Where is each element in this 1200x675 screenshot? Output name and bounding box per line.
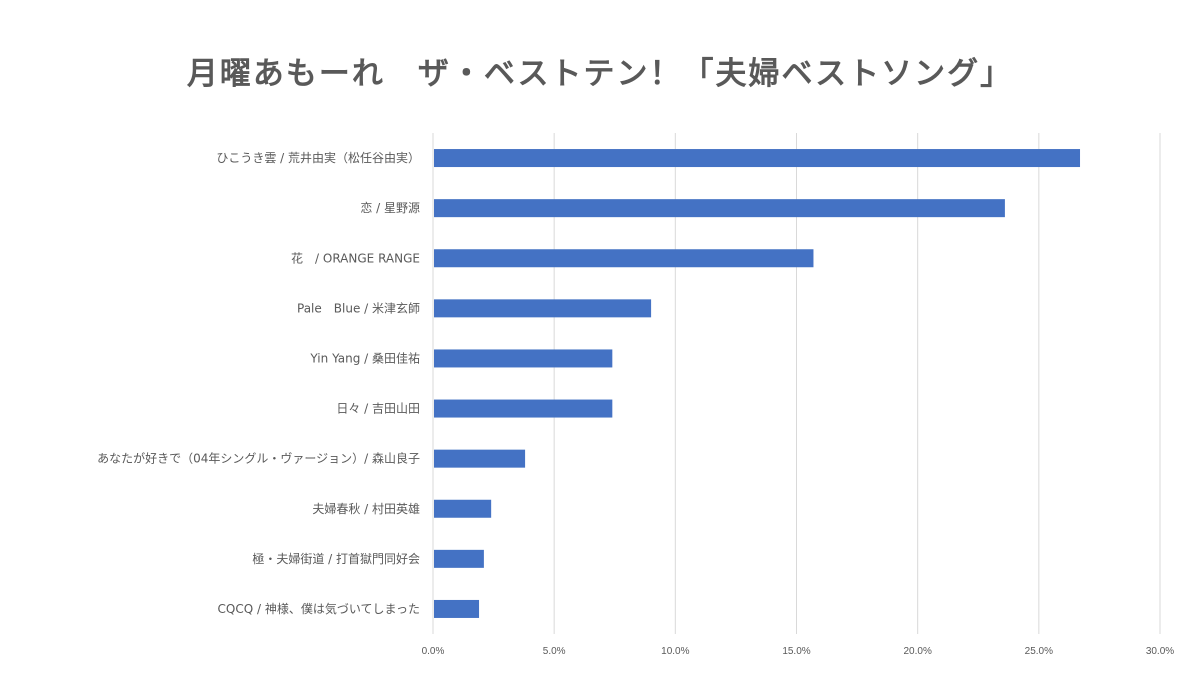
x-tick-label: 20.0% [903, 646, 931, 657]
bar [434, 299, 652, 318]
x-tick-label: 0.0% [422, 646, 445, 657]
bar [434, 549, 484, 568]
x-tick-label: 10.0% [661, 646, 689, 657]
category-label: 日々 / 吉田山田 [336, 402, 420, 416]
bar [434, 499, 492, 518]
category-label: 恋 / 星野源 [360, 200, 420, 215]
bar [434, 599, 480, 618]
category-label: 花 / ORANGE RANGE [291, 250, 420, 265]
bar [434, 199, 1005, 218]
x-tick-label: 25.0% [1025, 646, 1053, 657]
x-tick-label: 5.0% [543, 646, 566, 657]
category-label: ひこうき雲 / 荒井由実（松任谷由実） [216, 150, 420, 165]
category-label: 夫婦春秋 / 村田英雄 [312, 501, 420, 516]
chart-title: 月曜あもーれ ザ・ベストテン！「夫婦ベストソング」 [186, 56, 1014, 92]
bar [434, 249, 814, 268]
category-label: Yin Yang / 桑田佳祐 [309, 351, 420, 365]
x-tick-label: 30.0% [1146, 646, 1174, 657]
bar [434, 449, 526, 468]
bar [434, 149, 1081, 168]
category-label: CQCQ / 神様、僕は気づいてしまった [218, 601, 420, 616]
category-label: 極・夫婦街道 / 打首獄門同好会 [252, 551, 420, 566]
category-label: あなたが好きで（04年シングル・ヴァージョン）/ 森山良子 [97, 451, 420, 466]
x-tick-label: 15.0% [782, 646, 810, 657]
bar [434, 349, 613, 368]
category-label: Pale Blue / 米津玄師 [297, 300, 420, 315]
bar [434, 399, 613, 418]
